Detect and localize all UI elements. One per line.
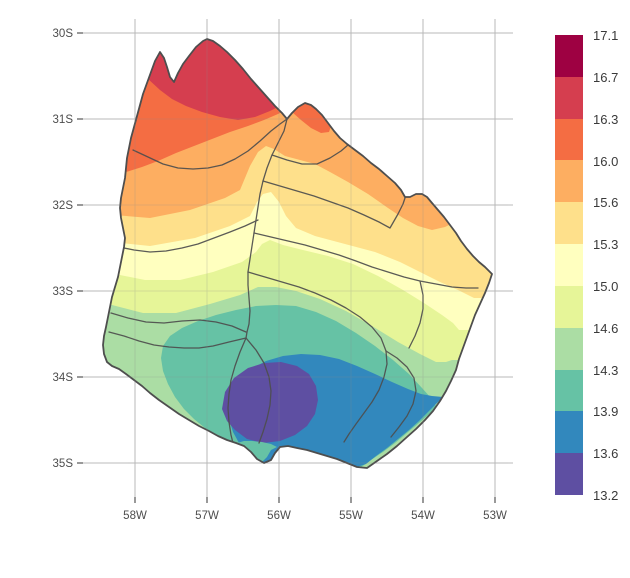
y-tick-label: 31S: [53, 114, 74, 126]
legend-tick-label: 15.0: [593, 279, 619, 294]
axis-tick-marks: [77, 32, 496, 503]
uruguay-outline: [102, 38, 493, 469]
y-tick-label: 32S: [53, 200, 74, 212]
legend-swatch: [555, 285, 583, 328]
legend-swatch: [555, 327, 583, 370]
legend-tick-label: 17.1: [593, 28, 619, 43]
legend-tick-label: 16.7: [593, 70, 619, 85]
legend-color-ramp: [555, 35, 583, 495]
contour-notch-rivera-16.0-16.3: [292, 100, 331, 133]
legend-tick-label: 14.3: [593, 363, 619, 378]
panel-gridlines-overlay: [83, 19, 513, 497]
legend-swatch: [555, 160, 583, 203]
legend-swatch: [555, 76, 583, 119]
legend-tick-label: 13.9: [593, 404, 619, 419]
longitude-axis: 58W 57W 56W 55W 54W 53W: [123, 510, 507, 522]
legend-tick-label: 14.6: [593, 321, 619, 336]
x-tick-label: 57W: [195, 510, 219, 522]
y-tick-label: 30S: [53, 28, 74, 40]
legend-swatch: [555, 453, 583, 495]
x-tick-label: 54W: [411, 510, 435, 522]
contour-fill-layer: [103, 39, 492, 468]
x-tick-label: 58W: [123, 510, 147, 522]
legend-tick-label: 16.3: [593, 112, 619, 127]
y-tick-label: 34S: [53, 372, 74, 384]
legend-tick-label: 13.6: [593, 446, 619, 461]
legend-swatch: [555, 411, 583, 454]
legend-swatch: [555, 35, 583, 77]
legend-swatch: [555, 202, 583, 245]
legend-tick-label: 13.2: [593, 488, 619, 503]
x-tick-label: 55W: [339, 510, 363, 522]
legend-swatch: [555, 244, 583, 286]
contour-pocket-montevideo-13.9-14.3: [237, 441, 277, 462]
legend-swatch: [555, 369, 583, 412]
x-tick-label: 53W: [483, 510, 507, 522]
x-tick-label: 56W: [267, 510, 291, 522]
legend-swatch: [555, 118, 583, 161]
legend-colorbar: 17.1 16.7 16.3 16.0 15.6 15.3 15.0 14.6 …: [555, 28, 630, 503]
department-borders: [108, 118, 479, 444]
latitude-axis: 30S 31S 32S 33S 34S 35S: [53, 28, 74, 470]
legend-tick-label: 15.3: [593, 237, 619, 252]
legend-tick-label: 15.6: [593, 195, 619, 210]
legend-tick-label: 16.0: [593, 154, 619, 169]
y-tick-label: 33S: [53, 286, 74, 298]
y-tick-label: 35S: [53, 458, 74, 470]
